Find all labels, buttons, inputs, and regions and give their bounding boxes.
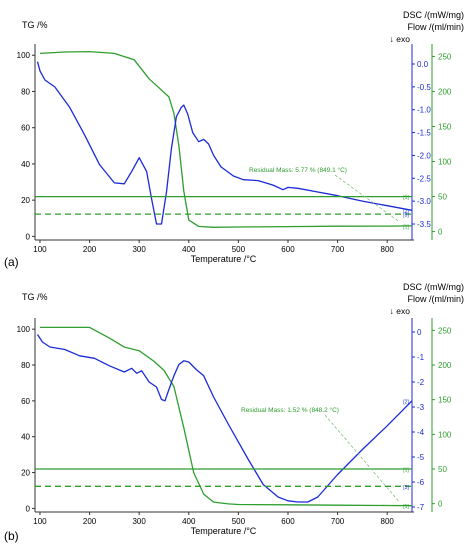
x-tick-label: 100: [33, 517, 47, 526]
annotation-leader-line: [324, 414, 400, 502]
curve-marker-label: [3]: [403, 213, 409, 219]
x-tick-label: 800: [381, 245, 395, 254]
flow-tick-label: 0: [438, 228, 443, 237]
curve-marker-label: [1]: [403, 504, 409, 510]
flow-tick-label: 50: [438, 465, 447, 474]
tg-tick-label: 80: [21, 361, 30, 370]
x-tick-label: 500: [232, 517, 246, 526]
dsc-curve: [36, 334, 413, 503]
residual-mass-annotation: Residual Mass: 5.77 % (849.1 °C): [249, 166, 347, 174]
dsc-tick-label: -2: [417, 378, 425, 387]
x-tick-label: 200: [83, 517, 97, 526]
x-tick-label: 200: [83, 245, 97, 254]
dsc-tick-label: -3.5: [417, 220, 431, 229]
panel-a-chart: TG /% DSC /(mW/mg) Flow /(ml/min) ↓ exo 100 2…: [4, 10, 464, 269]
dsc-tick-label: -5: [417, 453, 425, 462]
dsc-tick-label: -0.5: [417, 83, 431, 92]
flow-tick-label: 250: [438, 326, 452, 335]
tg-tick-label: 60: [21, 124, 30, 133]
dsc-axis-label: DSC /(mW/mg): [403, 10, 464, 20]
dsc-tick-label: -4: [417, 428, 425, 437]
x-tick-label: 300: [132, 245, 146, 254]
flow-tick-label: 100: [438, 430, 452, 439]
tg-tick-label: 80: [21, 87, 30, 96]
tg-axis-label: TG /%: [22, 20, 48, 30]
dsc-tick-label: 0.0: [417, 60, 429, 69]
x-tick-label: 100: [33, 245, 47, 254]
x-tick-label: 600: [281, 517, 295, 526]
flow-axis-label: Flow /(ml/min): [408, 22, 465, 32]
x-tick-label: 500: [232, 245, 246, 254]
x-tick-label: 800: [381, 517, 395, 526]
panel-label: (a): [4, 255, 19, 269]
exo-direction-label: ↓ exo: [390, 306, 411, 316]
dsc-axis-label: DSC /(mW/mg): [403, 282, 464, 292]
curve-marker-label: [3]: [403, 485, 409, 491]
dsc-tick-label: -6: [417, 478, 425, 487]
flow-tick-label: 50: [438, 193, 447, 202]
tg-curve: [40, 326, 413, 507]
x-tick-label: 300: [132, 517, 146, 526]
annotation-leader-line: [334, 174, 400, 223]
dsc-tick-label: -3: [417, 403, 425, 412]
dsc-tick-label: -3.0: [417, 197, 431, 206]
curve-marker-label: [1]: [403, 224, 409, 230]
dsc-tick-label: -2.5: [417, 174, 431, 183]
flow-tick-label: 250: [438, 52, 452, 61]
x-axis-label: Temperature /°C: [191, 254, 257, 264]
x-tick-label: 400: [182, 245, 196, 254]
flow-tick-label: 100: [438, 158, 452, 167]
tg-tick-label: 20: [21, 469, 30, 478]
dsc-curve: [36, 61, 413, 225]
tg-tick-label: 100: [17, 325, 31, 334]
tg-tick-label: 40: [21, 160, 30, 169]
tg-tick-label: 0: [26, 504, 31, 513]
flow-axis-label: Flow /(ml/min): [408, 294, 465, 304]
curve-marker-label: [1]: [403, 195, 409, 201]
tg-axis-label: TG /%: [22, 292, 48, 302]
dsc-tick-label: -1.5: [417, 129, 431, 138]
x-tick-label: 600: [281, 245, 295, 254]
dsc-tick-label: 0: [417, 328, 422, 337]
panel-b-chart: TG /% DSC /(mW/mg) Flow /(ml/min) ↓ exo 100 2…: [4, 282, 464, 543]
residual-mass-annotation: Residual Mass: 1.52 % (848.2 °C): [241, 406, 339, 414]
curve-marker-label: [1]: [403, 468, 409, 474]
x-tick-label: 700: [331, 517, 345, 526]
tg-curve: [39, 50, 413, 228]
flow-tick-label: 200: [438, 361, 452, 370]
exo-direction-label: ↓ exo: [390, 34, 411, 44]
dsc-tick-label: -1: [417, 353, 425, 362]
x-axis-label: Temperature /°C: [191, 526, 257, 536]
flow-tick-label: 200: [438, 87, 452, 96]
dsc-tick-label: -1.0: [417, 106, 431, 115]
flow-tick-label: 150: [438, 122, 452, 131]
flow-tick-label: 0: [438, 500, 443, 509]
x-tick-label: 400: [182, 517, 196, 526]
flow-tick-label: 150: [438, 396, 452, 405]
dsc-tick-label: -2.0: [417, 151, 431, 160]
tg-tick-label: 100: [17, 51, 31, 60]
tg-tick-label: 60: [21, 397, 30, 406]
dsc-curve-marker: [2]: [403, 399, 409, 405]
tg-tick-label: 20: [21, 196, 30, 205]
tg-tick-label: 40: [21, 433, 30, 442]
dsc-curve-marker: [2]: [403, 209, 409, 215]
panel-label: (b): [4, 529, 19, 543]
tg-tick-label: 0: [26, 232, 31, 241]
x-tick-label: 700: [331, 245, 345, 254]
dsc-tick-label: -7: [417, 503, 425, 512]
